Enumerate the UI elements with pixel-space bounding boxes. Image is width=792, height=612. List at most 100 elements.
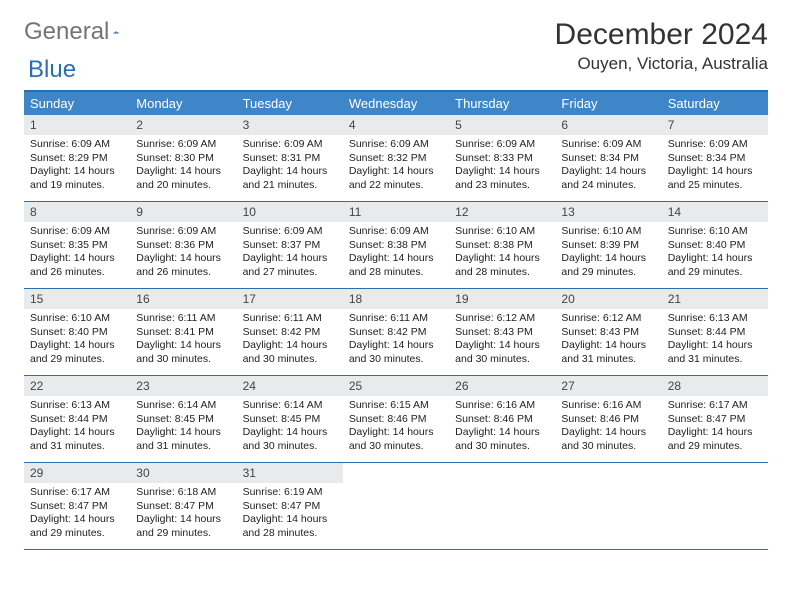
sunrise-line: Sunrise: 6:09 AM <box>243 138 337 152</box>
day-cell: 19Sunrise: 6:12 AMSunset: 8:43 PMDayligh… <box>449 289 555 375</box>
day-number: 15 <box>24 289 130 309</box>
daylight-line-1: Daylight: 14 hours <box>243 252 337 266</box>
logo-text-general: General <box>24 18 109 46</box>
sunset-line: Sunset: 8:47 PM <box>30 500 124 514</box>
daylight-line-2: and 30 minutes. <box>136 353 230 367</box>
daylight-line-1: Daylight: 14 hours <box>668 165 762 179</box>
day-cell: 7Sunrise: 6:09 AMSunset: 8:34 PMDaylight… <box>662 115 768 201</box>
day-cell: 3Sunrise: 6:09 AMSunset: 8:31 PMDaylight… <box>237 115 343 201</box>
sunset-line: Sunset: 8:46 PM <box>561 413 655 427</box>
day-number: 25 <box>343 376 449 396</box>
daylight-line-2: and 30 minutes. <box>561 440 655 454</box>
day-number: 1 <box>24 115 130 135</box>
day-number: 20 <box>555 289 661 309</box>
day-cell: 9Sunrise: 6:09 AMSunset: 8:36 PMDaylight… <box>130 202 236 288</box>
sunrise-line: Sunrise: 6:14 AM <box>136 399 230 413</box>
sunrise-line: Sunrise: 6:09 AM <box>136 138 230 152</box>
sunrise-line: Sunrise: 6:09 AM <box>243 225 337 239</box>
daylight-line-1: Daylight: 14 hours <box>136 426 230 440</box>
sunrise-line: Sunrise: 6:09 AM <box>668 138 762 152</box>
sunset-line: Sunset: 8:47 PM <box>243 500 337 514</box>
sunrise-line: Sunrise: 6:09 AM <box>349 138 443 152</box>
day-cell: 8Sunrise: 6:09 AMSunset: 8:35 PMDaylight… <box>24 202 130 288</box>
daylight-line-2: and 28 minutes. <box>349 266 443 280</box>
day-number: 9 <box>130 202 236 222</box>
sunset-line: Sunset: 8:38 PM <box>349 239 443 253</box>
daylight-line-2: and 29 minutes. <box>30 527 124 541</box>
location-subtitle: Ouyen, Victoria, Australia <box>555 54 768 74</box>
daylight-line-1: Daylight: 14 hours <box>561 165 655 179</box>
sunrise-line: Sunrise: 6:13 AM <box>30 399 124 413</box>
daylight-line-2: and 30 minutes. <box>455 440 549 454</box>
daylight-line-1: Daylight: 14 hours <box>30 513 124 527</box>
day-number: 29 <box>24 463 130 483</box>
day-cell: 15Sunrise: 6:10 AMSunset: 8:40 PMDayligh… <box>24 289 130 375</box>
daylight-line-2: and 31 minutes. <box>561 353 655 367</box>
daylight-line-2: and 29 minutes. <box>668 266 762 280</box>
sunset-line: Sunset: 8:38 PM <box>455 239 549 253</box>
daylight-line-2: and 29 minutes. <box>30 353 124 367</box>
sunset-line: Sunset: 8:45 PM <box>136 413 230 427</box>
daylight-line-1: Daylight: 14 hours <box>30 252 124 266</box>
day-number: 21 <box>662 289 768 309</box>
weekday-saturday: Saturday <box>662 92 768 115</box>
day-number: 7 <box>662 115 768 135</box>
day-number: 8 <box>24 202 130 222</box>
month-title: December 2024 <box>555 18 768 52</box>
sunset-line: Sunset: 8:30 PM <box>136 152 230 166</box>
day-number: 17 <box>237 289 343 309</box>
calendar: SundayMondayTuesdayWednesdayThursdayFrid… <box>24 90 768 550</box>
day-cell: 13Sunrise: 6:10 AMSunset: 8:39 PMDayligh… <box>555 202 661 288</box>
sunset-line: Sunset: 8:31 PM <box>243 152 337 166</box>
day-cell: 6Sunrise: 6:09 AMSunset: 8:34 PMDaylight… <box>555 115 661 201</box>
day-number: 28 <box>662 376 768 396</box>
day-cell: 21Sunrise: 6:13 AMSunset: 8:44 PMDayligh… <box>662 289 768 375</box>
day-cell: 24Sunrise: 6:14 AMSunset: 8:45 PMDayligh… <box>237 376 343 462</box>
sunrise-line: Sunrise: 6:11 AM <box>243 312 337 326</box>
sunset-line: Sunset: 8:47 PM <box>136 500 230 514</box>
daylight-line-1: Daylight: 14 hours <box>136 339 230 353</box>
sunset-line: Sunset: 8:32 PM <box>349 152 443 166</box>
daylight-line-1: Daylight: 14 hours <box>136 252 230 266</box>
day-number: 19 <box>449 289 555 309</box>
daylight-line-1: Daylight: 14 hours <box>668 252 762 266</box>
day-cell: . <box>449 463 555 549</box>
sunset-line: Sunset: 8:35 PM <box>30 239 124 253</box>
daylight-line-1: Daylight: 14 hours <box>243 426 337 440</box>
day-number: 11 <box>343 202 449 222</box>
sunrise-line: Sunrise: 6:09 AM <box>455 138 549 152</box>
sunset-line: Sunset: 8:33 PM <box>455 152 549 166</box>
day-cell: 29Sunrise: 6:17 AMSunset: 8:47 PMDayligh… <box>24 463 130 549</box>
daylight-line-2: and 30 minutes. <box>349 353 443 367</box>
day-cell: . <box>555 463 661 549</box>
daylight-line-1: Daylight: 14 hours <box>136 165 230 179</box>
day-number: 2 <box>130 115 236 135</box>
daylight-line-2: and 31 minutes. <box>668 353 762 367</box>
sunrise-line: Sunrise: 6:16 AM <box>455 399 549 413</box>
day-cell: . <box>343 463 449 549</box>
sunset-line: Sunset: 8:44 PM <box>668 326 762 340</box>
daylight-line-2: and 30 minutes. <box>243 440 337 454</box>
daylight-line-1: Daylight: 14 hours <box>349 165 443 179</box>
day-number: 27 <box>555 376 661 396</box>
sunset-line: Sunset: 8:45 PM <box>243 413 337 427</box>
daylight-line-2: and 29 minutes. <box>136 527 230 541</box>
day-cell: 27Sunrise: 6:16 AMSunset: 8:46 PMDayligh… <box>555 376 661 462</box>
day-cell: 17Sunrise: 6:11 AMSunset: 8:42 PMDayligh… <box>237 289 343 375</box>
daylight-line-1: Daylight: 14 hours <box>455 252 549 266</box>
sunrise-line: Sunrise: 6:19 AM <box>243 486 337 500</box>
daylight-line-2: and 22 minutes. <box>349 179 443 193</box>
daylight-line-2: and 30 minutes. <box>243 353 337 367</box>
daylight-line-2: and 21 minutes. <box>243 179 337 193</box>
sunset-line: Sunset: 8:43 PM <box>561 326 655 340</box>
day-cell: 23Sunrise: 6:14 AMSunset: 8:45 PMDayligh… <box>130 376 236 462</box>
calendar-body: 1Sunrise: 6:09 AMSunset: 8:29 PMDaylight… <box>24 115 768 550</box>
sunset-line: Sunset: 8:41 PM <box>136 326 230 340</box>
daylight-line-1: Daylight: 14 hours <box>349 339 443 353</box>
sunset-line: Sunset: 8:43 PM <box>455 326 549 340</box>
day-number: 6 <box>555 115 661 135</box>
day-cell: 1Sunrise: 6:09 AMSunset: 8:29 PMDaylight… <box>24 115 130 201</box>
daylight-line-1: Daylight: 14 hours <box>30 165 124 179</box>
daylight-line-1: Daylight: 14 hours <box>349 252 443 266</box>
sunset-line: Sunset: 8:42 PM <box>243 326 337 340</box>
